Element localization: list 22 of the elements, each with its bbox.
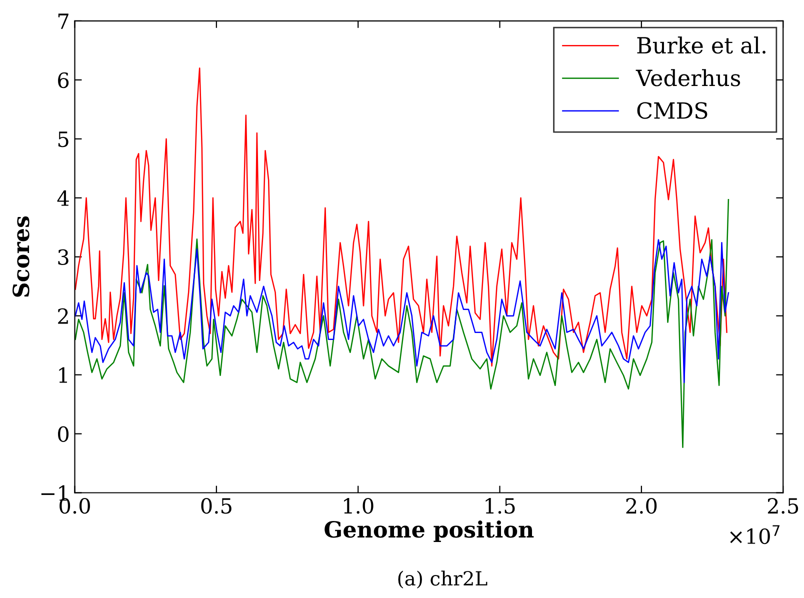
legend-label: Burke et al.: [637, 36, 766, 54]
line-series: [74, 239, 730, 384]
y-tick-label: 6: [58, 72, 69, 88]
legend-label: Vederhus: [636, 69, 740, 86]
x-tick-label: 2.5: [768, 498, 798, 514]
y-tick-label: 1: [59, 367, 67, 383]
y-tick-label: 3: [58, 249, 68, 266]
x-tick-label: 1.5: [486, 498, 515, 514]
x-axis-title: Genome position: [324, 520, 534, 542]
x-tick-label: 1.0: [344, 498, 374, 514]
y-tick-label: 5: [58, 132, 68, 148]
y-tick-label: 2: [58, 308, 68, 324]
x-tick-label: 0.5: [201, 498, 232, 514]
text: ×10$^{7}$: [730, 525, 780, 544]
x-tick-label: 2.0: [626, 498, 657, 514]
y-tick-label: 4: [57, 190, 69, 206]
y-tick-label: 7: [58, 14, 68, 29]
line-series: [74, 199, 730, 448]
y-axis-title: Scores: [12, 216, 30, 297]
y-tick-label: 0: [58, 426, 69, 442]
legend-label: CMDS: [637, 102, 708, 119]
text: (a) chr2L: [398, 570, 488, 588]
